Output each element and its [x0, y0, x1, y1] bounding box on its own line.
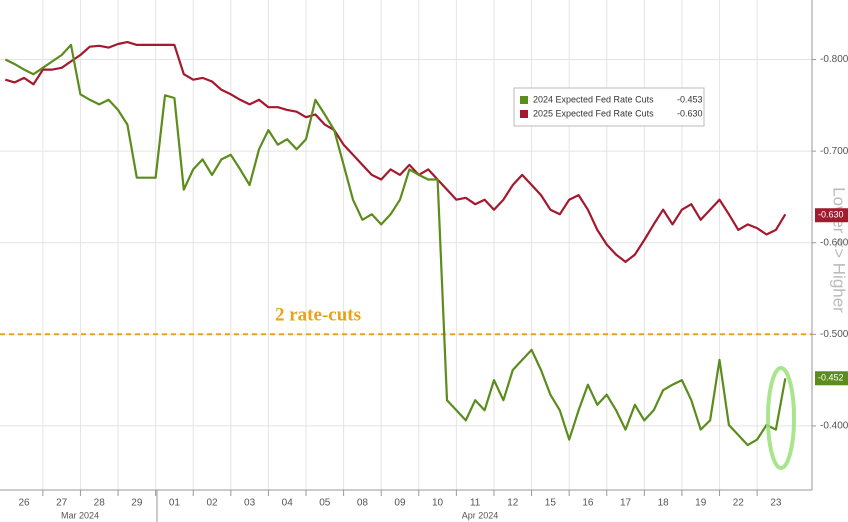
x-tick-label: 08 — [357, 498, 369, 509]
legend-label: 2025 Expected Fed Rate Cuts — [533, 108, 654, 118]
highlight-ellipse — [766, 366, 796, 470]
legend-value: -0.453 — [677, 94, 703, 104]
grid — [0, 0, 812, 490]
x-tick-label: 16 — [582, 498, 594, 509]
x-tick-label: 17 — [620, 498, 632, 509]
legend-label: 2024 Expected Fed Rate Cuts — [533, 94, 654, 104]
x-tick-label: 01 — [169, 498, 181, 509]
x-tick-label: 15 — [545, 498, 557, 509]
x-tick-label: 10 — [432, 498, 444, 509]
legend-value: -0.630 — [677, 108, 703, 118]
legend-swatch — [520, 110, 528, 118]
last-value-tag — [815, 371, 848, 386]
last-value-label: -0.630 — [818, 210, 844, 220]
x-tick-label: 04 — [282, 498, 294, 509]
reference-label: 2 rate-cuts — [275, 305, 361, 326]
x-tick-label: 11 — [470, 498, 481, 509]
plot — [0, 41, 812, 447]
x-tick-label: 05 — [319, 498, 331, 509]
y-tick-label: -0.800 — [820, 54, 848, 65]
month-label: Apr 2024 — [462, 510, 499, 520]
series-line — [4, 41, 787, 263]
y-tick-label: -0.600 — [820, 237, 848, 248]
x-tick-label: 09 — [394, 498, 406, 509]
legend-swatch — [520, 96, 528, 104]
month-label: Mar 2024 — [61, 510, 99, 520]
y-tick-label: -0.700 — [820, 146, 848, 157]
y-tick-label: -0.400 — [820, 421, 848, 432]
y-axis-title: Lower <> Higher — [830, 187, 848, 313]
x-tick-label: 28 — [94, 498, 106, 509]
x-tick-label: 03 — [244, 498, 256, 509]
x-tick-label: 18 — [658, 498, 670, 509]
legend-box — [513, 87, 705, 127]
x-tick-label: 27 — [56, 498, 68, 509]
x-tick-label: 02 — [206, 498, 218, 509]
x-tick-label: 12 — [507, 498, 519, 509]
x-tick-label: 23 — [770, 498, 782, 509]
x-tick-label: 22 — [733, 498, 745, 509]
y-tick-label: -0.500 — [820, 329, 848, 340]
x-tick-label: 29 — [131, 498, 143, 509]
last-value-label: -0.452 — [818, 373, 844, 383]
x-tick-label: 19 — [695, 498, 707, 509]
x-tick-label: 26 — [18, 498, 30, 509]
last-value-tag — [815, 208, 848, 223]
legend: 2024 Expected Fed Rate Cuts -0.453 2025 Ex… — [513, 87, 705, 127]
series-line — [4, 43, 787, 447]
